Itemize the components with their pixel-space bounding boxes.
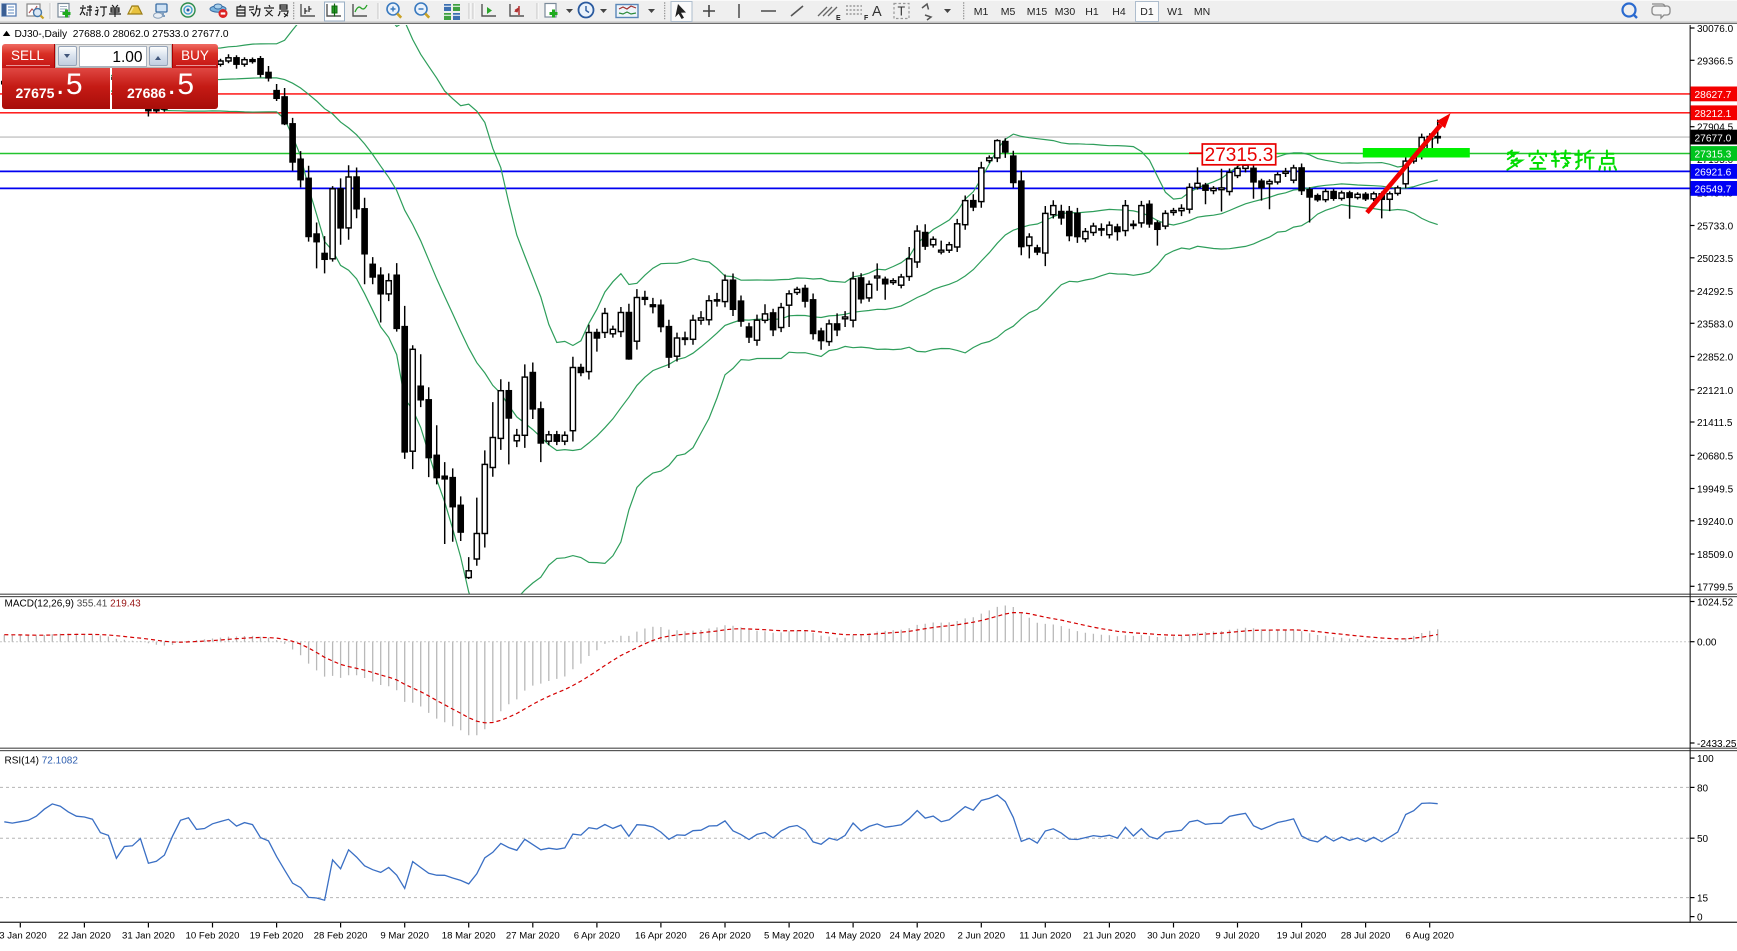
svg-text:A: A	[872, 4, 882, 20]
svg-text:T: T	[898, 5, 906, 19]
svg-text:MN: MN	[1194, 6, 1210, 18]
svg-text:H4: H4	[1112, 6, 1126, 18]
svg-text:M1: M1	[974, 6, 989, 18]
svg-text:W1: W1	[1167, 6, 1183, 18]
svg-text:H1: H1	[1085, 6, 1099, 18]
svg-text:F: F	[864, 15, 869, 22]
svg-text:M5: M5	[1001, 6, 1016, 18]
svg-text:D1: D1	[1140, 6, 1154, 18]
svg-text:M15: M15	[1027, 6, 1048, 18]
svg-text:E: E	[836, 15, 841, 22]
svg-text:M30: M30	[1055, 6, 1076, 18]
